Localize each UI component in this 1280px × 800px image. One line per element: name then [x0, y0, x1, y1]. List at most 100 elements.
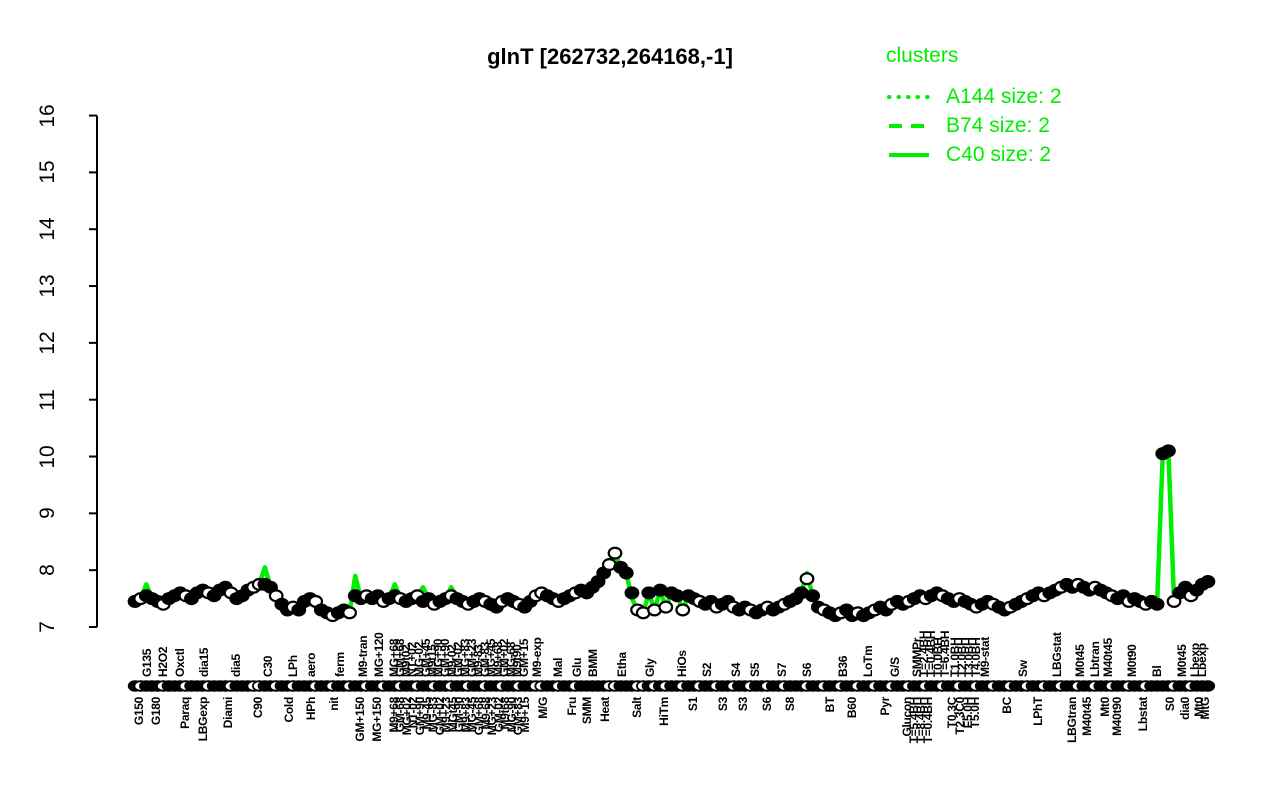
legend-entry-label: C40 size: 2 [946, 142, 1052, 166]
x-axis-label: B36 [836, 655, 850, 677]
x-axis-label: Paraq [178, 697, 192, 729]
y-tick-label: 7 [36, 621, 59, 633]
x-axis-label: M9-tran [356, 635, 370, 677]
x-axis-label: Lbstat [1136, 697, 1150, 732]
x-axis-label: LBGtran [1065, 697, 1079, 743]
x-axis-label: C90 [251, 697, 265, 719]
x-axis-label: BT [823, 697, 837, 713]
x-axis-label: HiOs [675, 650, 689, 677]
x-axis-label: S6 [800, 662, 814, 677]
x-axis-label: Sw [1016, 660, 1030, 677]
x-axis-label: S4 [729, 662, 743, 677]
x-axis-label: Gly [643, 658, 657, 677]
x-axis-label: dia5 [229, 654, 243, 677]
legend-entry: A144 size: 2 [886, 82, 1062, 111]
data-point-open [607, 546, 623, 560]
x-axis-label: LPh [286, 655, 300, 677]
strip-point [1200, 680, 1216, 692]
x-axis-label: G180 [149, 697, 163, 726]
x-axis-label: ferm [333, 652, 347, 677]
x-axis-label: Mal [551, 657, 565, 677]
x-axis-label: S3 [716, 697, 730, 712]
x-axis-label: Cold [282, 697, 296, 723]
data-point-open [342, 606, 357, 620]
x-axis-label: S5 [748, 662, 762, 677]
x-axis-label: Etha [615, 652, 629, 677]
x-axis-label: Pyr [878, 697, 892, 716]
x-axis-label: nit [327, 697, 341, 711]
data-point-open [658, 600, 674, 614]
data-point-filled [805, 589, 821, 603]
x-axis-label: S6 [760, 697, 774, 712]
y-tick-label: 13 [36, 274, 59, 298]
x-axis-label: Diami [221, 697, 235, 729]
x-axis-label: MG+120 [372, 632, 386, 677]
legend-entries: A144 size: 2 B74 size: 2 C40 size: 2 [886, 82, 1062, 169]
y-tick-label: 16 [36, 103, 59, 128]
x-axis-label: C30 [261, 655, 275, 677]
x-axis-label: B60 [845, 697, 859, 719]
y-tick-label: 14 [36, 217, 59, 241]
x-axis-label: M9-exp [530, 637, 544, 677]
y-tick-label: 9 [36, 507, 59, 520]
x-axis-label: dia15 [197, 647, 211, 677]
x-axis-label: MtG [1198, 697, 1212, 720]
chart-title: glnT [262732,264168,-1] [487, 44, 733, 69]
x-axis-label: M/G [536, 697, 550, 719]
x-axis-label: HiTm [657, 697, 671, 726]
x-axis-label: Lbexp [1195, 643, 1209, 677]
y-tick-label: 8 [36, 564, 59, 577]
x-axis-label: LoTm [861, 645, 875, 677]
x-axis-label: BMM [586, 649, 600, 677]
x-axis-label: HPh [304, 697, 318, 721]
x-axis-label: G135 [140, 648, 154, 677]
x-axis-label: MG+150 [370, 697, 384, 742]
x-axis-label: M9-stat [978, 637, 992, 677]
data-point-filled [618, 566, 634, 580]
x-axis-label: Fru [565, 697, 579, 716]
data-point-open [799, 572, 815, 586]
data-point-filled [1200, 575, 1216, 589]
x-axis-label: S8 [783, 697, 797, 712]
x-axis-label: M9+15 [518, 697, 532, 733]
x-axis-label: T5.0H [968, 697, 982, 729]
data-point-filled [1149, 597, 1165, 611]
legend-entry: C40 size: 2 [886, 140, 1062, 169]
y-tick-label: 11 [36, 388, 59, 411]
y-tick-label: 12 [36, 331, 59, 355]
x-axis-label: G/S [888, 657, 902, 677]
x-axis-label: M0t90 [1125, 644, 1139, 677]
dotted-line-icon [887, 94, 931, 99]
legend-entry: B74 size: 2 [886, 111, 1062, 140]
x-axis-label: H2O2 [156, 646, 170, 677]
x-axis-label: Bl [1150, 665, 1164, 677]
x-axis-label: S3 [736, 697, 750, 712]
x-axis-label: GM+15 [517, 638, 531, 677]
legend-entry-label: A144 size: 2 [946, 84, 1062, 108]
x-axis-label: T=0.4BH [921, 697, 935, 744]
x-axis-label: LPhT [1031, 697, 1045, 726]
legend-title: clusters [886, 44, 959, 67]
x-axis-label: S7 [775, 662, 789, 677]
x-axis-label: Heat [598, 697, 612, 722]
x-axis-label: S1 [686, 697, 700, 712]
x-axis-label: Lbtran [1088, 641, 1102, 677]
x-axis-label: dia0 [1178, 697, 1192, 720]
x-axis-label: LBGstat [1050, 632, 1064, 677]
legend: clusters A144 size: 2 B74 size: 2 C40 size… [886, 44, 1062, 169]
y-tick-label: 10 [36, 444, 59, 469]
x-axis-label: S2 [700, 662, 714, 677]
x-axis-label: LBGexp [196, 697, 210, 742]
y-tick-label: 15 [36, 160, 59, 185]
legend-entry-label: B74 size: 2 [946, 113, 1050, 137]
x-axis-label: GM+150 [353, 697, 367, 742]
data-point-filled [624, 586, 640, 600]
x-axis-label: BC [1000, 697, 1014, 714]
x-axis-label: G150 [132, 697, 146, 726]
solid-line-icon [889, 152, 929, 157]
dashed-line-icon [889, 123, 929, 128]
x-axis-label: Oxctl [173, 648, 187, 677]
x-axis-label: Salt [630, 697, 644, 718]
